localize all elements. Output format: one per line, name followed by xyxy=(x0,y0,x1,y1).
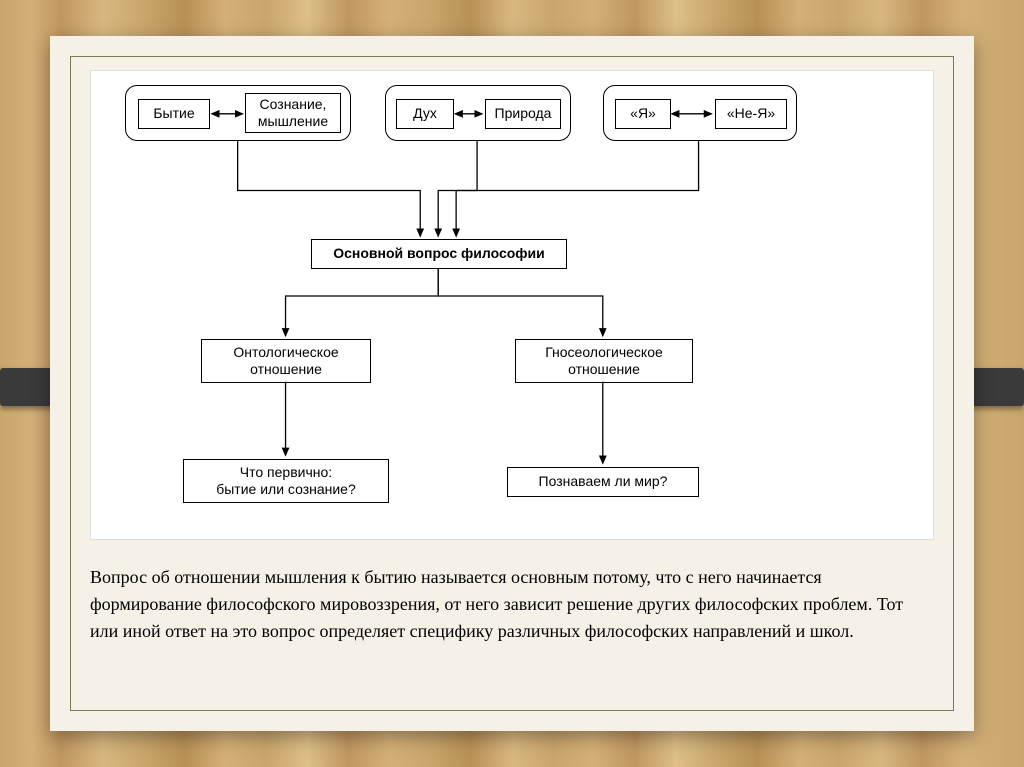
philosophy-diagram: Бытие Сознание, мышление Дух Природа «Я»… xyxy=(90,70,934,540)
node-ya: «Я» xyxy=(615,99,671,129)
node-ontological: Онтологическое отношение xyxy=(201,339,371,383)
node-neya: «Не-Я» xyxy=(715,99,787,129)
node-gnoseological: Гносеологическое отношение xyxy=(515,339,693,383)
node-priroda: Природа xyxy=(485,99,561,129)
node-main-question: Основной вопрос философии xyxy=(311,239,567,269)
node-dukh: Дух xyxy=(396,99,454,129)
node-bytie: Бытие xyxy=(138,99,210,129)
node-question-2: Познаваем ли мир? xyxy=(507,467,699,497)
node-soznanie: Сознание, мышление xyxy=(245,93,341,133)
caption-text: Вопрос об отношении мышления к бытию наз… xyxy=(90,564,934,645)
node-question-1: Что первично: бытие или сознание? xyxy=(183,459,389,503)
slide-mat: Бытие Сознание, мышление Дух Природа «Я»… xyxy=(50,36,974,731)
slide-content: Бытие Сознание, мышление Дух Природа «Я»… xyxy=(90,70,934,697)
